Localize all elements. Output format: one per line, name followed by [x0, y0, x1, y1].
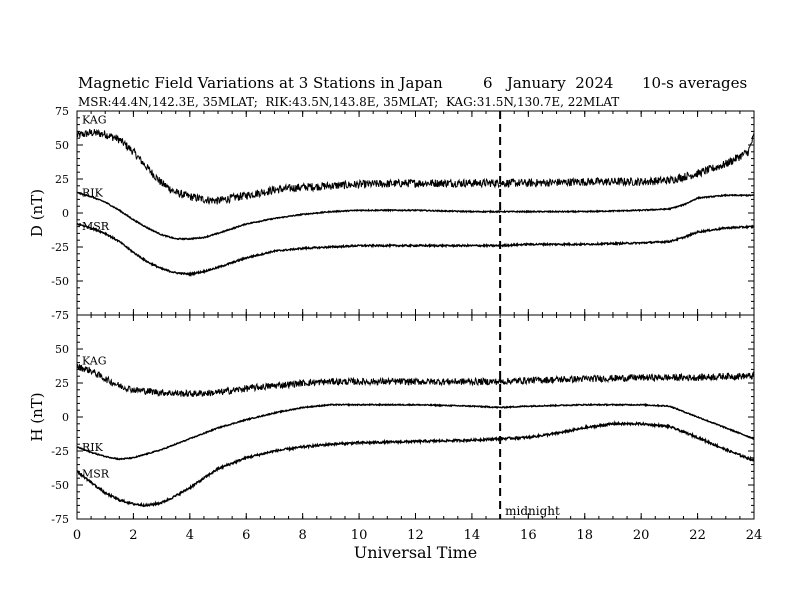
y-tick-label: -50: [51, 275, 69, 288]
x-axis-title: Universal Time: [354, 543, 477, 562]
y-tick-label: -25: [51, 241, 69, 254]
y-tick-label: 0: [62, 411, 69, 424]
series-line-msr: [76, 420, 755, 508]
top-panel-ylabel: D (nT): [28, 189, 46, 237]
x-tick-label: 0: [73, 528, 81, 543]
stations-info: MSR:44.4N,142.3E, 35MLAT; RIK:43.5N,143.…: [78, 95, 619, 109]
series-label-msr: MSR: [82, 220, 110, 233]
x-tick-label: 4: [186, 528, 194, 543]
midnight-label: midnight: [505, 504, 560, 518]
chart-title: Magnetic Field Variations at 3 Stations …: [78, 74, 443, 92]
y-tick-label: -25: [51, 445, 69, 458]
x-tick-label: 12: [407, 528, 424, 543]
x-tick-label: 20: [633, 528, 650, 543]
y-tick-label: 0: [62, 207, 69, 220]
y-tick-label: 50: [55, 139, 69, 152]
bottom-panel-ylabel: H (nT): [28, 392, 46, 441]
y-tick-label: -75: [51, 309, 69, 322]
x-tick-label: 2: [129, 528, 137, 543]
series-label-kag: KAG: [82, 355, 107, 368]
x-tick-label: 24: [746, 528, 763, 543]
x-tick-label: 6: [242, 528, 250, 543]
x-tick-label: 18: [576, 528, 593, 543]
x-tick-label: 8: [299, 528, 307, 543]
y-tick-label: 25: [55, 173, 69, 186]
series-line-kag: [76, 128, 755, 206]
y-tick-label: 75: [55, 105, 69, 118]
series-label-kag: KAG: [82, 113, 107, 126]
bottom-panel-frame: [76, 314, 755, 520]
y-tick-label: 25: [55, 377, 69, 390]
y-tick-label: 50: [55, 343, 69, 356]
averaging-label: 10-s averages: [642, 74, 747, 92]
series-label-rik: RIK: [82, 187, 104, 200]
series-label-msr: MSR: [82, 467, 110, 480]
series-line-msr: [76, 222, 755, 277]
x-tick-label: 22: [689, 528, 706, 543]
series-line-kag: [76, 364, 755, 398]
top-panel-frame: [76, 110, 755, 316]
series-line-rik: [76, 191, 755, 241]
y-tick-label: -75: [51, 513, 69, 526]
x-tick-label: 10: [351, 528, 368, 543]
chart-date: 6 January 2024: [483, 74, 613, 92]
data-series: KAG RIK MSR KAG RIK MSR: [76, 113, 755, 508]
x-tick-label: 16: [520, 528, 537, 543]
x-tick-label: 14: [464, 528, 481, 543]
y-tick-label: -50: [51, 479, 69, 492]
series-line-rik: [76, 402, 755, 461]
series-label-rik: RIK: [82, 441, 104, 454]
